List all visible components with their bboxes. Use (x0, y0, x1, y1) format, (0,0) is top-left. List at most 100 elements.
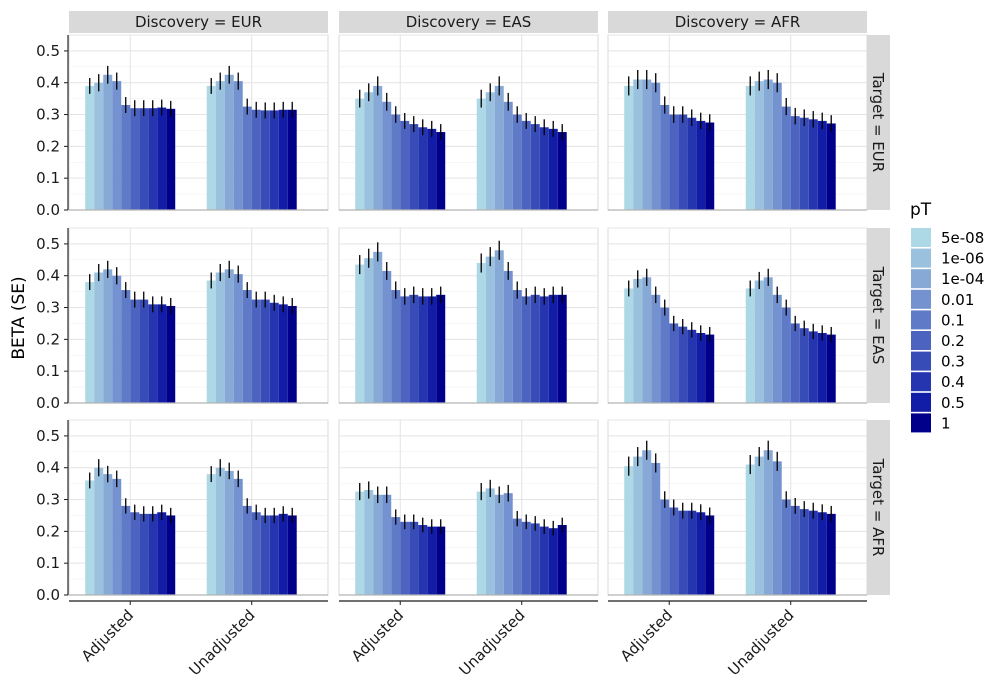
bar (660, 105, 670, 210)
bar (242, 505, 252, 595)
bar (521, 521, 531, 595)
bar (548, 128, 558, 210)
panel: Adjusted Unadjusted (607, 419, 868, 679)
y-tick-label: 0.5 (36, 427, 60, 445)
row-strip (866, 420, 890, 595)
bar (260, 515, 270, 595)
bar (539, 526, 549, 595)
bar (539, 296, 549, 403)
bar (130, 299, 140, 403)
bar (808, 119, 818, 210)
bar (485, 256, 495, 403)
bar (530, 523, 540, 595)
bar (669, 114, 679, 210)
bar (382, 494, 392, 595)
row-strip-label: Target = AFR (869, 458, 887, 557)
y-tick-label: 0.0 (36, 201, 60, 219)
bar (233, 81, 243, 211)
y-tick-label: 0.4 (36, 74, 60, 92)
bar (400, 120, 410, 210)
col-strip-label: Discovery = EUR (135, 13, 262, 31)
legend-key (911, 310, 931, 330)
bar (808, 510, 818, 595)
bar (157, 107, 167, 210)
bar (215, 467, 225, 595)
bar (817, 120, 827, 210)
bar (696, 120, 706, 210)
bar (772, 82, 782, 210)
bar (521, 296, 531, 403)
y-tick-label: 0.4 (36, 459, 60, 477)
bar (139, 108, 149, 210)
bar (817, 512, 827, 595)
bar (103, 269, 113, 403)
bar (799, 328, 809, 403)
bar (754, 280, 764, 403)
legend-label: 1e-04 (941, 270, 984, 288)
bar (112, 81, 122, 211)
bar (355, 491, 365, 595)
legend-key (911, 269, 931, 289)
bar (260, 110, 270, 210)
y-tick-label: 0.2 (36, 330, 60, 348)
bar (278, 109, 288, 210)
bar (557, 525, 567, 595)
bar (418, 525, 428, 595)
bar (503, 101, 513, 210)
y-tick-label: 0.3 (36, 299, 60, 317)
bar (808, 331, 818, 403)
bar (166, 515, 176, 595)
bar (103, 74, 113, 210)
bar (817, 333, 827, 403)
bar (427, 296, 437, 403)
legend-label: 0.3 (941, 353, 965, 371)
legend-key (911, 289, 931, 309)
bar (269, 110, 279, 210)
legend-key (911, 413, 931, 433)
panel (338, 34, 599, 211)
col-strip (608, 11, 867, 33)
bar (754, 456, 764, 595)
bar (745, 464, 755, 595)
y-tick-label: 0.5 (36, 42, 60, 60)
row-strip (866, 35, 890, 210)
bar (94, 82, 104, 210)
col-strip (339, 11, 598, 33)
bar (409, 124, 419, 210)
bar (476, 491, 486, 595)
bar (373, 251, 383, 403)
bar (530, 294, 540, 403)
bar (373, 494, 383, 595)
panel: 0.0 0.1 0.2 0.3 0.4 0.5 Adjusted Unadjusted (36, 419, 329, 679)
bar (485, 92, 495, 210)
legend: pT 5e-08 1e-06 1e-04 0.01 0.1 0.2 0.3 0.4 0.5 1 (910, 200, 984, 433)
panel: 0.0 0.1 0.2 0.3 0.4 0.5 (36, 227, 329, 412)
bar (242, 106, 252, 210)
bar (382, 101, 392, 210)
bar (400, 296, 410, 403)
col-strip-label: Discovery = EAS (406, 13, 531, 31)
bar (206, 85, 216, 210)
bar (696, 333, 706, 403)
bar (373, 85, 383, 210)
row-strip-label: Target = EUR (869, 72, 887, 172)
legend-label: 5e-08 (941, 229, 984, 247)
bar (754, 81, 764, 211)
bar (436, 132, 446, 210)
bar (633, 278, 643, 403)
bar (103, 474, 113, 595)
bar (121, 105, 131, 210)
bar (251, 299, 261, 403)
bar (790, 505, 800, 595)
bar (206, 280, 216, 403)
bar (826, 123, 836, 210)
bar (539, 127, 549, 210)
bar (476, 98, 486, 210)
y-tick-label: 0.0 (36, 586, 60, 604)
bar (669, 507, 679, 595)
bar (678, 114, 688, 210)
bar (512, 114, 522, 210)
bar (660, 499, 670, 595)
panel: 0.0 0.1 0.2 0.3 0.4 0.5 (36, 34, 329, 219)
bar (382, 270, 392, 403)
